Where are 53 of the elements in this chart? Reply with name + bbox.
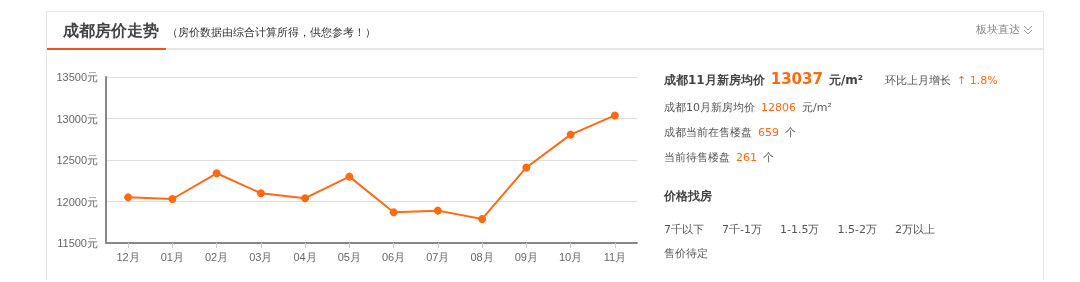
y-tick-label: 13000元 (56, 112, 98, 125)
text: 成都11月新房均价 (664, 72, 765, 89)
x-tick-label: 08月 (470, 250, 494, 263)
text: 个 (763, 150, 774, 165)
text: 个 (785, 125, 796, 140)
text: 成都当前在售楼盘 (664, 125, 752, 140)
point (478, 214, 487, 223)
text: 1.5-2万 (837, 222, 877, 237)
text: 261 (736, 151, 757, 164)
text: 1-1.5万 (779, 222, 820, 237)
x-tick-label: 09月 (514, 250, 538, 263)
point (610, 111, 619, 120)
text: 元/m² (802, 100, 832, 115)
chart-subtitle: （房价数据由综合计算所得，供您参考！） (167, 25, 376, 40)
text: 7千以下 (664, 222, 704, 237)
x-tick-label: 04月 (293, 250, 317, 263)
point (389, 208, 398, 217)
x-tick-label: 02月 (205, 250, 229, 263)
text: 板块直达 (976, 22, 1020, 37)
y-tick-label: 11500元 (57, 237, 98, 249)
text: 售价待定 (664, 246, 708, 261)
point (168, 195, 177, 204)
text: ↑ 1.8% (957, 74, 998, 87)
text: 成都10月新房均价 (664, 100, 755, 115)
point (124, 193, 133, 202)
point (433, 206, 442, 215)
point (256, 189, 265, 198)
y-tick-label: 13500元 (56, 71, 98, 83)
text: 13037 (770, 70, 823, 88)
x-tick-label: 06月 (382, 250, 406, 263)
point (522, 163, 531, 172)
point (345, 172, 354, 181)
text: 环比上月增长 (885, 73, 952, 88)
y-tick-label: 12500元 (56, 154, 98, 166)
text: 2万以上 (894, 222, 935, 237)
point (301, 194, 310, 203)
point (566, 130, 575, 139)
text: 659 (758, 126, 779, 139)
x-tick-label: 12月 (116, 250, 140, 263)
x-tick-label: 10月 (559, 250, 583, 263)
x-tick-label: 11月 (603, 250, 627, 263)
text: 价格找房 (664, 188, 712, 205)
point (212, 169, 221, 178)
chart-title: 成都房价走势 (63, 21, 159, 42)
y-tick-label: 12000元 (56, 195, 98, 208)
text: 7千-1万 (722, 222, 762, 237)
x-tick-label: 07月 (426, 250, 450, 263)
x-tick-label: 05月 (337, 250, 361, 263)
text: 元/m² (828, 72, 864, 89)
text: 当前待售楼盘 (664, 150, 730, 165)
x-tick-label: 01月 (160, 250, 184, 263)
x-tick-label: 03月 (249, 250, 273, 263)
text: 12806 (761, 101, 796, 114)
